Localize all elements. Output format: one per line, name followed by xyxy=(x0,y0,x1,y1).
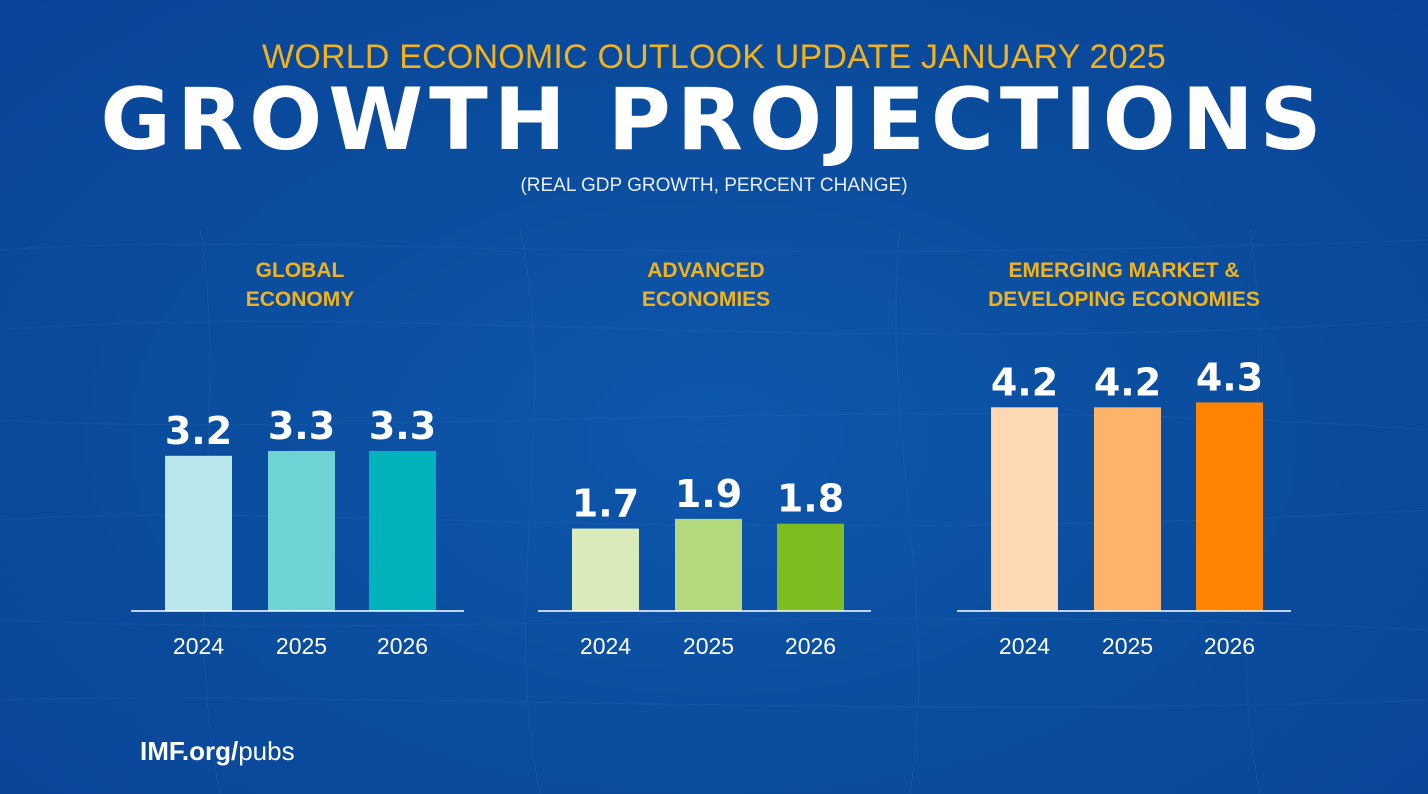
bar-advanced-economies-2025 xyxy=(675,518,742,611)
chart-emerging-economies: 4.2 2024 4.2 2025 4.3 2026 xyxy=(957,355,1291,659)
page-title: GROWTH PROJECTIONS xyxy=(100,70,1328,170)
data-label-global-economy-2025: 3.3 xyxy=(268,404,335,448)
x-tick-global-economy-2024: 2024 xyxy=(173,633,224,659)
bar-advanced-economies-2026 xyxy=(777,523,844,611)
chart-global-economy: 3.2 2024 3.3 2025 3.3 2026 xyxy=(131,404,464,659)
data-label-emerging-economies-2026: 4.3 xyxy=(1196,355,1263,399)
footer-domain: IMF.org/ xyxy=(140,736,239,766)
chart-advanced-economies: 1.7 2024 1.9 2025 1.8 2026 xyxy=(538,472,871,659)
bar-emerging-economies-2024 xyxy=(991,407,1058,611)
chart-title-emerging-economies: EMERGING MARKET & DEVELOPING ECONOMIES xyxy=(988,259,1260,311)
data-label-emerging-economies-2025: 4.2 xyxy=(1094,360,1161,404)
data-label-global-economy-2026: 3.3 xyxy=(369,404,436,448)
x-tick-advanced-economies-2026: 2026 xyxy=(785,633,836,659)
x-tick-global-economy-2025: 2025 xyxy=(276,633,327,659)
chart-title-global-economy: GLOBAL ECONOMY xyxy=(245,259,355,311)
page-subtitle: (REAL GDP GROWTH, PERCENT CHANGE) xyxy=(520,175,908,196)
x-tick-global-economy-2026: 2026 xyxy=(377,633,428,659)
x-tick-emerging-economies-2024: 2024 xyxy=(999,633,1050,659)
bar-emerging-economies-2025 xyxy=(1094,407,1161,611)
chart-title-advanced-economies: ADVANCED ECONOMIES xyxy=(641,259,771,311)
footer-url[interactable]: IMF.org/pubs xyxy=(140,736,295,767)
data-label-advanced-economies-2025: 1.9 xyxy=(675,472,742,516)
bar-global-economy-2026 xyxy=(369,450,436,611)
bar-advanced-economies-2024 xyxy=(572,528,639,611)
x-tick-advanced-economies-2024: 2024 xyxy=(580,633,631,659)
bar-global-economy-2024 xyxy=(165,455,232,611)
x-tick-emerging-economies-2026: 2026 xyxy=(1204,633,1255,659)
x-tick-emerging-economies-2025: 2025 xyxy=(1102,633,1153,659)
data-label-advanced-economies-2026: 1.8 xyxy=(777,477,844,521)
x-tick-advanced-economies-2025: 2025 xyxy=(683,633,734,659)
data-label-emerging-economies-2024: 4.2 xyxy=(991,360,1058,404)
bar-global-economy-2025 xyxy=(268,450,335,611)
footer-path: pubs xyxy=(238,736,295,766)
report-supertitle: WORLD ECONOMIC OUTLOOK UPDATE JANUARY 20… xyxy=(262,38,1166,76)
data-label-advanced-economies-2024: 1.7 xyxy=(572,482,639,526)
data-label-global-economy-2024: 3.2 xyxy=(165,409,232,453)
bar-emerging-economies-2026 xyxy=(1196,402,1263,611)
